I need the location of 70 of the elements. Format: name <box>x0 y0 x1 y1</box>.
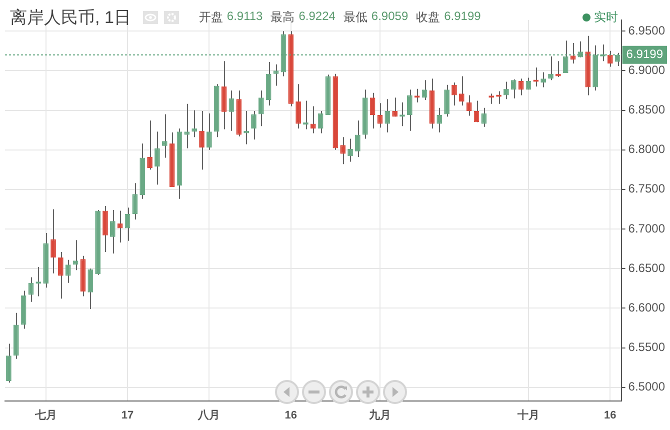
candlestick <box>88 268 94 310</box>
annotation: 最高 <box>270 9 295 26</box>
y-tick-label: 6.9000 <box>628 62 666 77</box>
candlestick <box>147 120 152 170</box>
candlestick <box>355 120 360 158</box>
candlestick <box>58 251 64 300</box>
annotation: 6.9113 <box>226 9 263 25</box>
y-tick-label: 6.8000 <box>628 142 666 156</box>
ref-line-label: 6.9199 <box>626 47 664 62</box>
annotation: 收盘 <box>416 9 440 26</box>
candlestick <box>466 94 472 116</box>
candlestick <box>110 210 116 254</box>
candlestick <box>436 107 442 133</box>
y-tick-label: 6.6500 <box>628 260 666 275</box>
y-tick-label: 6.9500 <box>628 23 666 38</box>
candlestick <box>540 72 546 88</box>
annotation: 最低 <box>343 9 368 26</box>
candlestick <box>548 56 554 81</box>
candlestick <box>310 106 316 134</box>
x-tick-label: 16 <box>604 409 616 422</box>
candlestick <box>370 92 376 129</box>
chart-title: 离岸人民币, 1日 <box>10 7 131 29</box>
candlestick <box>384 98 390 133</box>
x-tick-label: 16 <box>284 409 297 422</box>
candlestick <box>65 259 71 284</box>
candlestick <box>348 138 353 162</box>
candlestick <box>340 136 346 165</box>
candlestick <box>504 81 509 100</box>
candlestick <box>72 240 78 271</box>
candlestick <box>50 208 56 274</box>
x-tick-label: 八月 <box>197 408 220 422</box>
candlestick <box>154 131 160 186</box>
x-tick-label: 十月 <box>516 408 540 422</box>
candlestick <box>296 84 301 129</box>
candlestick <box>273 64 279 86</box>
candlestick <box>206 112 212 150</box>
candlestick <box>6 343 12 384</box>
y-tick-label: 6.7000 <box>628 221 666 236</box>
candlestick <box>444 84 450 118</box>
x-tick-label: 17 <box>121 409 134 422</box>
y-tick-label: 6.5000 <box>628 380 666 394</box>
candlestick <box>452 82 457 106</box>
candlestick <box>102 206 108 252</box>
candlestick <box>221 60 227 130</box>
annotation: 实时 <box>594 9 618 26</box>
candlestick <box>407 89 412 132</box>
annotation: 6.9199 <box>444 9 481 25</box>
candlestick <box>162 114 168 158</box>
candlestick <box>510 78 516 99</box>
candlestick <box>392 97 398 118</box>
candlestick <box>458 76 464 106</box>
candlestick <box>607 50 613 68</box>
candlestick <box>184 103 190 149</box>
y-tick-label: 6.8500 <box>628 102 666 117</box>
candlestick <box>132 182 138 220</box>
annotation: 开盘 <box>198 9 223 26</box>
candlestick <box>570 42 576 64</box>
candlestick <box>228 90 234 132</box>
x-tick-label: 九月 <box>368 408 391 422</box>
y-tick-label: 6.6000 <box>628 300 666 314</box>
y-tick-label: 6.7500 <box>628 182 666 196</box>
candlestick <box>117 210 123 243</box>
candlestick <box>251 110 256 140</box>
annotation: 6.9059 <box>371 9 408 25</box>
y-tick-label: 6.5500 <box>628 340 666 354</box>
annotation: 6.9224 <box>298 9 336 25</box>
x-tick-label: 七月 <box>34 408 57 422</box>
candlestick <box>258 90 264 127</box>
candlestick <box>199 110 204 170</box>
candlestick <box>422 80 428 100</box>
